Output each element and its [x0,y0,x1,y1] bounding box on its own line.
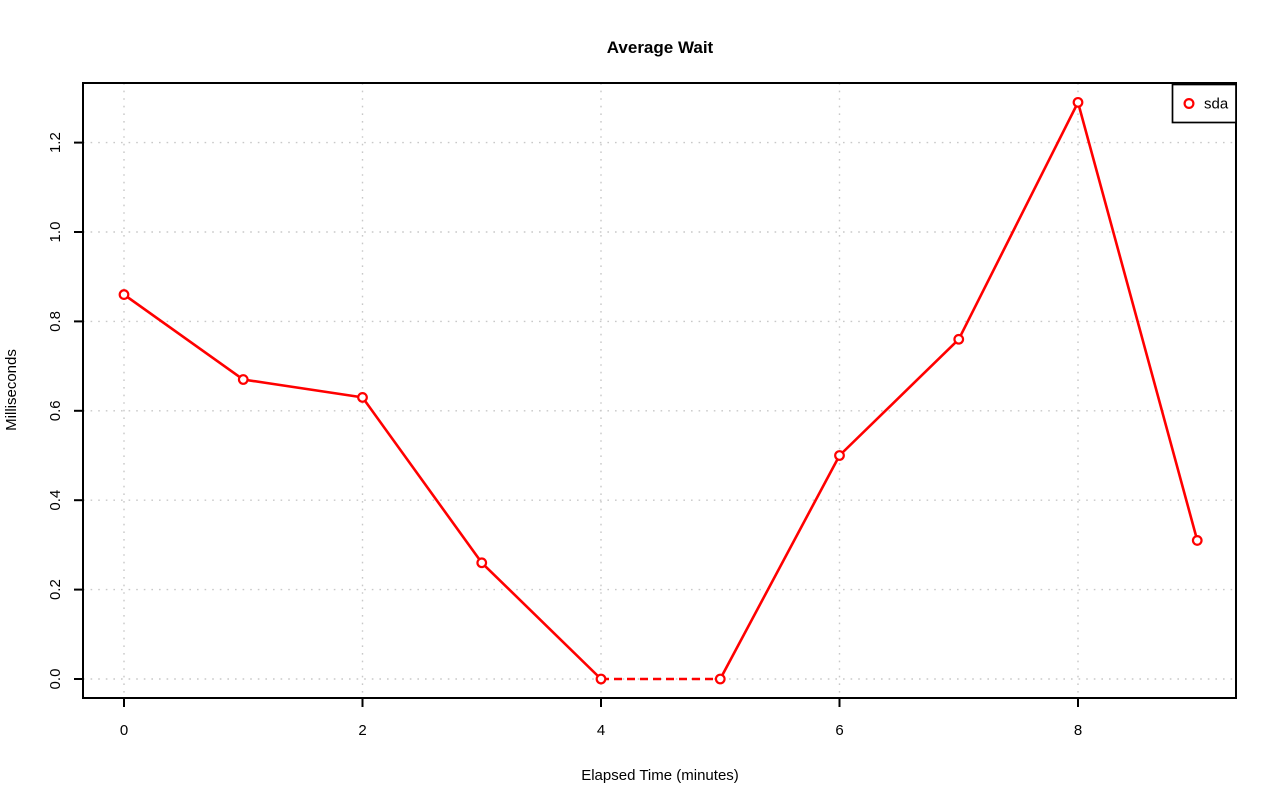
y-tick-label: 0.4 [47,490,64,511]
data-point [237,374,249,385]
series-line-segment [957,101,1080,341]
y-tick-label: 0.8 [47,311,64,332]
y-tick-label: 0.6 [47,400,64,421]
axis-ticks [74,141,1079,707]
x-axis-label: Elapsed Time (minutes) [581,767,739,784]
x-tick-label: 8 [1074,722,1082,739]
y-tick-label: 0.0 [47,669,64,690]
data-point [595,673,607,685]
series-line-segment [241,378,364,399]
series-line-segment [361,396,484,565]
legend: sda [1171,83,1237,124]
series-line-segment [122,293,245,381]
x-tick-label: 2 [358,722,366,739]
x-tick-label: 6 [835,722,843,739]
legend-label-sda: sda [1204,96,1229,113]
series-line-segment [718,454,841,681]
data-point [1191,535,1203,546]
data-point [834,450,845,461]
series-line-segment [1076,101,1199,542]
data-point [357,391,368,403]
y-axis-label: Milliseconds [3,349,20,431]
series-line-segment [480,561,603,681]
series-line-segment [838,337,961,457]
x-tick-label: 0 [120,722,128,739]
data-point [476,557,488,569]
grid [83,83,1236,698]
y-tick-label: 1.0 [47,222,64,243]
data-point [714,673,726,685]
axis-tick-labels: 0 2 4 6 8 0.0 0.2 0.4 0.6 0.8 1.0 1.2 [47,132,1082,739]
y-tick-label: 1.2 [47,132,64,153]
data-point [1072,96,1084,108]
y-tick-label: 0.2 [47,579,64,600]
series-sda [118,96,1203,685]
plot-title: Average Wait [607,38,714,57]
legend-box [1171,83,1237,124]
x-tick-label: 4 [597,722,605,739]
data-point [953,333,965,345]
data-point [118,289,130,300]
legend-marker-sda [1183,97,1195,109]
plot-border [82,82,1237,699]
